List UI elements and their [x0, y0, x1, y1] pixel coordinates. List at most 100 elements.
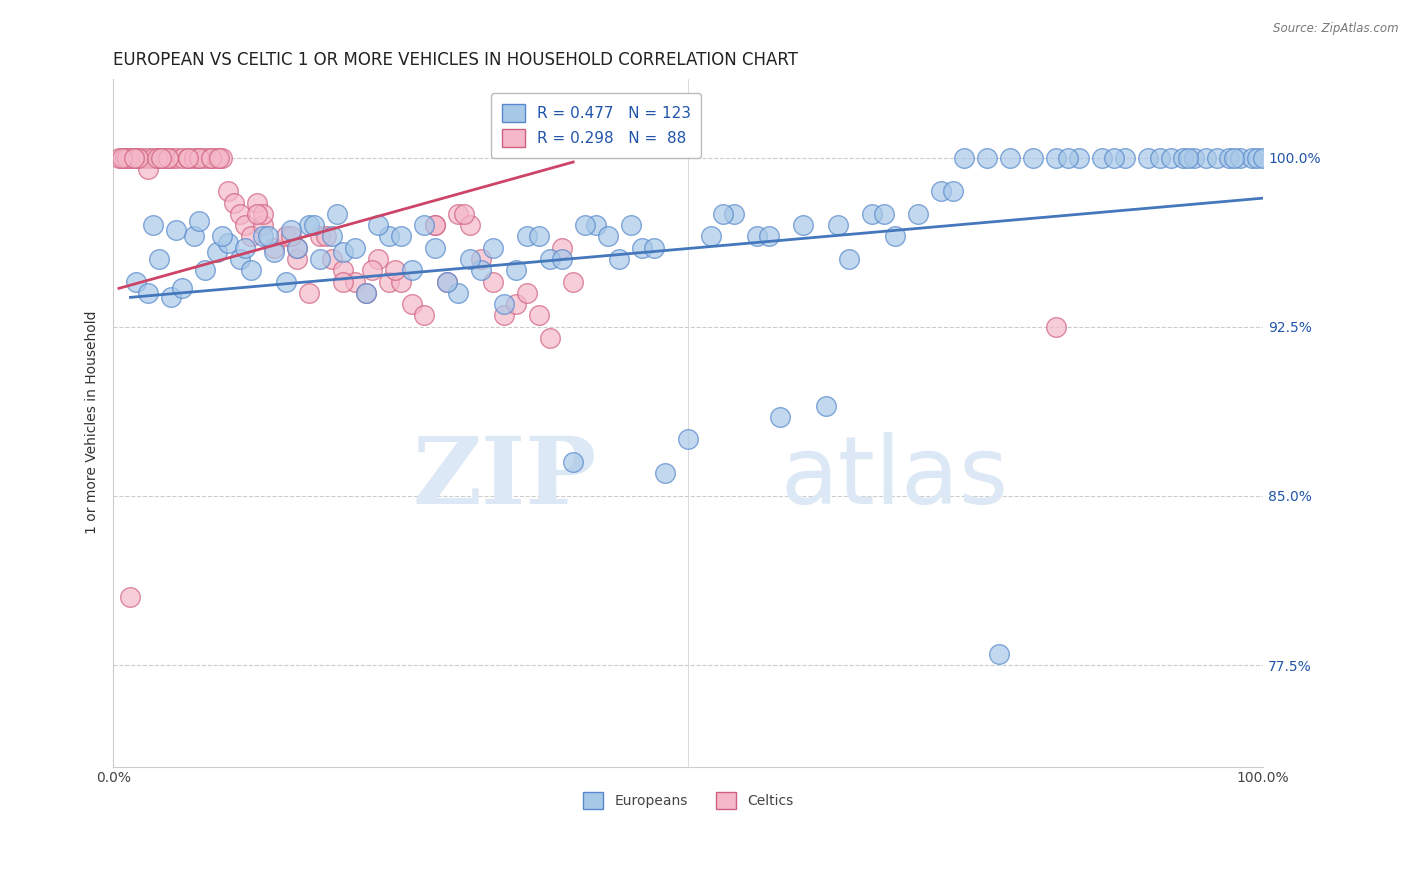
Point — [907, 207, 929, 221]
Point — [240, 263, 263, 277]
Point — [987, 647, 1010, 661]
Point — [401, 263, 423, 277]
Point — [447, 285, 470, 300]
Point — [976, 151, 998, 165]
Point — [458, 252, 481, 266]
Point — [631, 241, 654, 255]
Point — [1091, 151, 1114, 165]
Point — [136, 161, 159, 176]
Point — [177, 151, 200, 165]
Point — [263, 241, 285, 255]
Point — [436, 275, 458, 289]
Point — [142, 218, 165, 232]
Point — [481, 275, 503, 289]
Point — [412, 218, 434, 232]
Point — [1182, 151, 1205, 165]
Point — [1045, 151, 1067, 165]
Point — [447, 207, 470, 221]
Point — [183, 229, 205, 244]
Point — [700, 229, 723, 244]
Point — [562, 455, 585, 469]
Point — [1137, 151, 1160, 165]
Point — [177, 151, 200, 165]
Point — [298, 285, 321, 300]
Point — [150, 151, 173, 165]
Text: ZIP: ZIP — [412, 433, 596, 523]
Point — [146, 151, 169, 165]
Point — [315, 229, 337, 244]
Point — [142, 151, 165, 165]
Point — [172, 281, 194, 295]
Point — [252, 207, 274, 221]
Point — [304, 218, 326, 232]
Point — [252, 218, 274, 232]
Point — [384, 263, 406, 277]
Point — [285, 241, 308, 255]
Point — [1223, 151, 1246, 165]
Point — [769, 409, 792, 424]
Point — [136, 151, 159, 165]
Point — [332, 263, 354, 277]
Point — [354, 285, 377, 300]
Point — [758, 229, 780, 244]
Point — [505, 297, 527, 311]
Point — [425, 218, 447, 232]
Point — [538, 252, 561, 266]
Point — [815, 399, 838, 413]
Point — [309, 229, 332, 244]
Point — [1251, 151, 1274, 165]
Point — [208, 151, 231, 165]
Point — [183, 151, 205, 165]
Text: Source: ZipAtlas.com: Source: ZipAtlas.com — [1274, 22, 1399, 36]
Point — [217, 185, 239, 199]
Point — [620, 218, 643, 232]
Point — [122, 151, 145, 165]
Point — [1149, 151, 1171, 165]
Point — [585, 218, 607, 232]
Point — [131, 151, 153, 165]
Point — [205, 151, 228, 165]
Point — [723, 207, 745, 221]
Point — [747, 229, 769, 244]
Point — [321, 229, 343, 244]
Point — [332, 245, 354, 260]
Text: atlas: atlas — [780, 432, 1008, 524]
Point — [165, 151, 187, 165]
Point — [354, 285, 377, 300]
Point — [1171, 151, 1194, 165]
Point — [222, 195, 245, 210]
Point — [643, 241, 665, 255]
Point — [1114, 151, 1136, 165]
Point — [470, 263, 492, 277]
Point — [309, 252, 332, 266]
Legend: Europeans, Celtics: Europeans, Celtics — [576, 787, 800, 814]
Point — [458, 218, 481, 232]
Point — [551, 252, 574, 266]
Point — [453, 207, 475, 221]
Point — [929, 185, 952, 199]
Point — [235, 241, 257, 255]
Point — [1206, 151, 1229, 165]
Point — [111, 151, 134, 165]
Point — [211, 229, 233, 244]
Point — [326, 207, 349, 221]
Point — [125, 151, 148, 165]
Point — [527, 229, 550, 244]
Point — [389, 229, 412, 244]
Point — [1056, 151, 1078, 165]
Point — [1218, 151, 1240, 165]
Point — [114, 151, 136, 165]
Point — [120, 591, 142, 605]
Point — [827, 218, 849, 232]
Point — [527, 309, 550, 323]
Point — [505, 263, 527, 277]
Point — [217, 236, 239, 251]
Point — [159, 151, 181, 165]
Point — [942, 185, 965, 199]
Point — [157, 151, 180, 165]
Point — [246, 195, 269, 210]
Point — [607, 252, 630, 266]
Point — [263, 245, 285, 260]
Point — [257, 229, 280, 244]
Point — [1069, 151, 1091, 165]
